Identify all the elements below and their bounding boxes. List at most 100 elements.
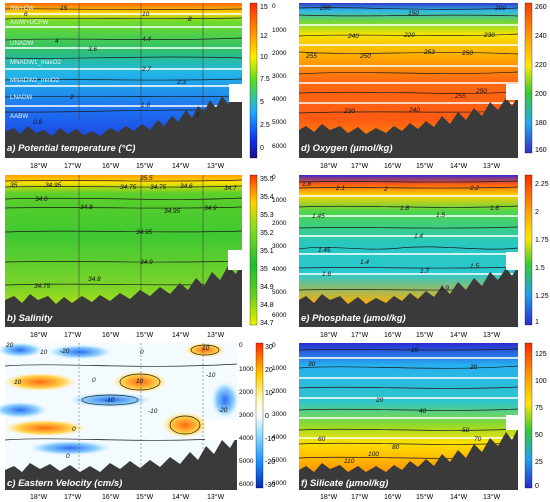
velocity-colorbar-ticks: 30 20 10 0 -10 -20 -30 <box>265 344 275 489</box>
svg-text:3000: 3000 <box>272 411 287 418</box>
svg-text:0: 0 <box>66 453 70 460</box>
velocity-cell-neg-2 <box>45 344 115 360</box>
svg-text:35: 35 <box>10 182 18 189</box>
velocity-colorbar <box>255 342 264 489</box>
svg-text:0: 0 <box>92 377 96 384</box>
svg-text:1.8: 1.8 <box>400 205 409 212</box>
svg-text:40: 40 <box>419 408 427 415</box>
svg-text:35.5: 35.5 <box>260 176 274 183</box>
salinity-colorbar-ticks: 35.5 35.4 35.3 35.2 35.1 35 34.9 34.8 34… <box>260 176 274 327</box>
svg-text:18°W: 18°W <box>320 331 338 339</box>
svg-text:0: 0 <box>140 349 144 356</box>
panel-temperature: a) Potential temperature (°C) SW+CW AAIW… <box>4 2 270 170</box>
svg-text:17°W: 17°W <box>64 493 82 501</box>
svg-text:-20: -20 <box>218 407 228 414</box>
svg-text:75: 75 <box>535 405 543 412</box>
svg-text:1000: 1000 <box>272 365 287 372</box>
salinity-title: b) Salinity <box>7 313 53 324</box>
salinity-land-mask <box>228 250 242 270</box>
panel-oxygen: d) Oxygen (µmol/kg) 200 150 200 240 220 … <box>272 2 547 170</box>
svg-text:4000: 4000 <box>239 435 254 442</box>
svg-text:0: 0 <box>272 342 276 349</box>
svg-text:200: 200 <box>535 91 547 98</box>
velocity-cell-pos-3 <box>110 370 170 394</box>
svg-text:240: 240 <box>535 33 547 40</box>
phosphate-bathymetry <box>299 266 518 327</box>
svg-text:17°W: 17°W <box>64 162 82 170</box>
svg-text:34.95: 34.95 <box>164 208 181 215</box>
svg-text:50: 50 <box>535 432 543 439</box>
svg-text:220: 220 <box>403 32 415 39</box>
svg-text:34.75: 34.75 <box>150 184 167 191</box>
svg-text:10: 10 <box>142 11 150 18</box>
svg-text:14°W: 14°W <box>450 493 468 501</box>
phosphate-contour-labels: 1.8 2.1 2 2.2 1.8 1.45 1.5 1.4 1.45 1.4 … <box>302 181 499 292</box>
svg-text:240: 240 <box>347 33 359 40</box>
svg-text:12: 12 <box>260 33 268 40</box>
velocity-cell-neg-1 <box>0 342 45 358</box>
svg-text:15°W: 15°W <box>416 331 434 339</box>
svg-text:SW+CW: SW+CW <box>10 5 34 12</box>
velocity-cell-neg-3 <box>65 392 155 408</box>
svg-text:0: 0 <box>535 483 539 490</box>
svg-text:LNADW: LNADW <box>10 94 33 101</box>
svg-text:17°W: 17°W <box>351 331 369 339</box>
svg-text:0.8: 0.8 <box>33 119 42 126</box>
svg-text:5000: 5000 <box>272 119 287 126</box>
temperature-colorbar <box>249 2 258 159</box>
svg-text:2000: 2000 <box>272 50 287 57</box>
svg-text:0: 0 <box>260 145 264 152</box>
svg-text:16°W: 16°W <box>384 162 402 170</box>
svg-text:10: 10 <box>202 345 210 352</box>
svg-text:34.6: 34.6 <box>35 196 48 203</box>
svg-text:1.25: 1.25 <box>535 293 549 300</box>
salinity-station-lines <box>78 175 204 300</box>
svg-text:30: 30 <box>308 361 316 368</box>
svg-text:1.6: 1.6 <box>490 205 499 212</box>
svg-text:2.7: 2.7 <box>141 66 151 73</box>
svg-text:35.2: 35.2 <box>260 230 274 237</box>
svg-text:180: 180 <box>535 120 547 127</box>
velocity-cell-pos-5 <box>160 411 210 439</box>
svg-text:1.8: 1.8 <box>141 102 150 109</box>
svg-text:18°W: 18°W <box>30 493 48 501</box>
svg-text:1.5: 1.5 <box>470 263 479 270</box>
svg-text:1.6: 1.6 <box>322 271 331 278</box>
oxygen-colorbar-ticks: 260 240 220 200 180 160 <box>535 4 547 154</box>
silicate-mass-boundaries <box>299 357 518 439</box>
svg-text:25: 25 <box>535 459 543 466</box>
svg-text:10: 10 <box>40 349 48 356</box>
svg-text:17°W: 17°W <box>351 493 369 501</box>
silicate-colorbar <box>524 342 533 489</box>
svg-text:34.9: 34.9 <box>204 205 217 212</box>
svg-text:1000: 1000 <box>272 197 287 204</box>
svg-text:34.8: 34.8 <box>80 204 93 211</box>
svg-text:60: 60 <box>318 436 326 443</box>
svg-text:1.7: 1.7 <box>420 268 429 275</box>
velocity-land-mask <box>205 420 237 440</box>
velocity-station-lines <box>78 343 204 470</box>
panel-silicate: f) Silicate (µmol/kg) 10 30 20 20 40 50 … <box>272 342 547 501</box>
salinity-x-ticks: 18°W 17°W 16°W 15°W 14°W 13°W <box>30 331 225 339</box>
oxygen-land-mask <box>506 84 518 100</box>
svg-text:10: 10 <box>260 54 268 61</box>
svg-text:20: 20 <box>469 364 478 371</box>
velocity-y-ticks: 0 1000 2000 3000 4000 5000 6000 <box>239 342 254 488</box>
svg-text:AAIW+UCPW: AAIW+UCPW <box>10 19 48 26</box>
svg-text:3000: 3000 <box>272 73 287 80</box>
svg-text:2.2: 2.2 <box>469 185 479 192</box>
svg-text:260: 260 <box>535 4 547 11</box>
svg-text:18°W: 18°W <box>320 162 338 170</box>
temperature-x-ticks: 18°W 17°W 16°W 15°W 14°W 13°W <box>30 162 225 170</box>
svg-text:2.3: 2.3 <box>176 79 186 86</box>
svg-text:15°W: 15°W <box>416 162 434 170</box>
svg-text:110: 110 <box>344 458 355 465</box>
svg-text:34.7: 34.7 <box>224 185 237 192</box>
svg-text:6: 6 <box>24 11 28 18</box>
temperature-title: a) Potential temperature (°C) <box>7 143 135 154</box>
svg-text:13°W: 13°W <box>483 331 501 339</box>
svg-text:160: 160 <box>535 147 547 154</box>
svg-text:1000: 1000 <box>272 27 287 34</box>
svg-text:230: 230 <box>343 108 355 115</box>
svg-text:0: 0 <box>272 3 276 10</box>
